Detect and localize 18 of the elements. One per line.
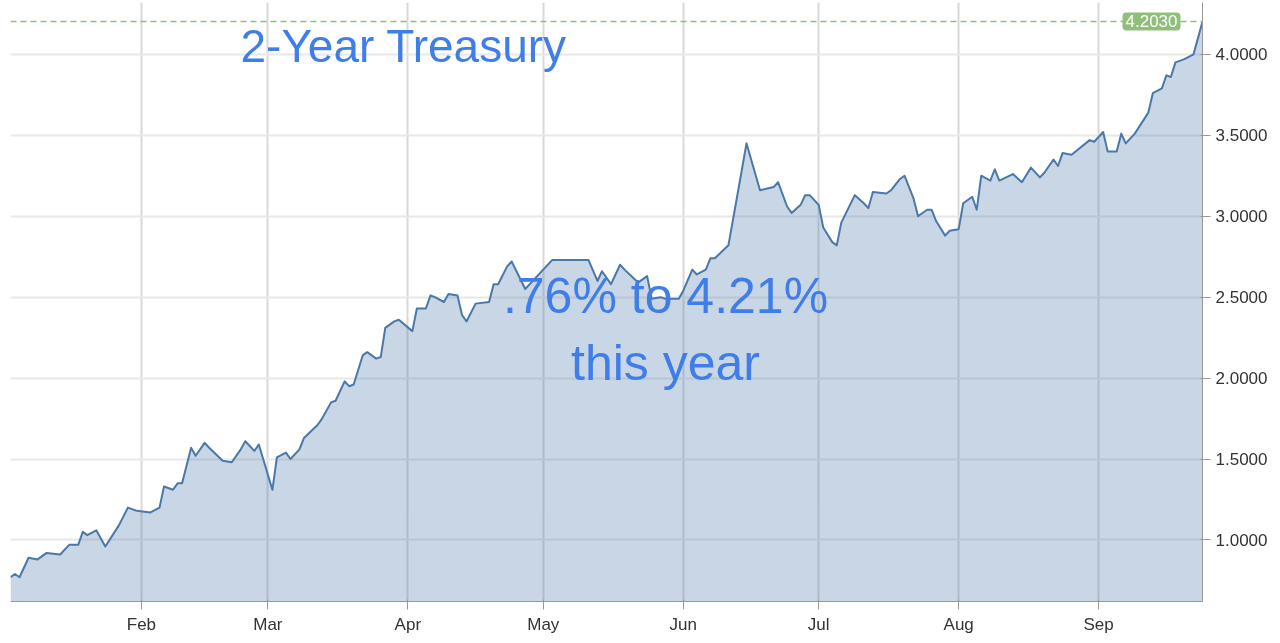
- x-tick-label: Jul: [807, 614, 830, 634]
- y-tick-label: 2.5000: [1215, 288, 1268, 308]
- x-tick-label: Mar: [253, 614, 283, 634]
- y-tick-label: 4.0000: [1215, 45, 1268, 65]
- chart-title: 2-Year Treasury: [240, 19, 567, 72]
- x-tick-label: Feb: [126, 614, 157, 634]
- y-tick-label: 1.0000: [1215, 530, 1268, 550]
- x-tick-label: May: [527, 614, 560, 634]
- y-tick-label: 2.0000: [1215, 369, 1268, 389]
- x-tick-label: Sep: [1083, 614, 1114, 634]
- y-tick-label: 3.0000: [1215, 207, 1268, 227]
- x-tick-label: Jun: [669, 614, 697, 634]
- x-tick-label: Apr: [394, 614, 422, 634]
- ref-line-label: 4.2030: [1125, 12, 1178, 32]
- x-tick-label: Aug: [943, 614, 974, 634]
- y-tick-label: 3.5000: [1215, 126, 1268, 146]
- y-tick-label: 1.5000: [1215, 450, 1268, 470]
- annotation: .76% to 4.21% this year: [502, 268, 829, 392]
